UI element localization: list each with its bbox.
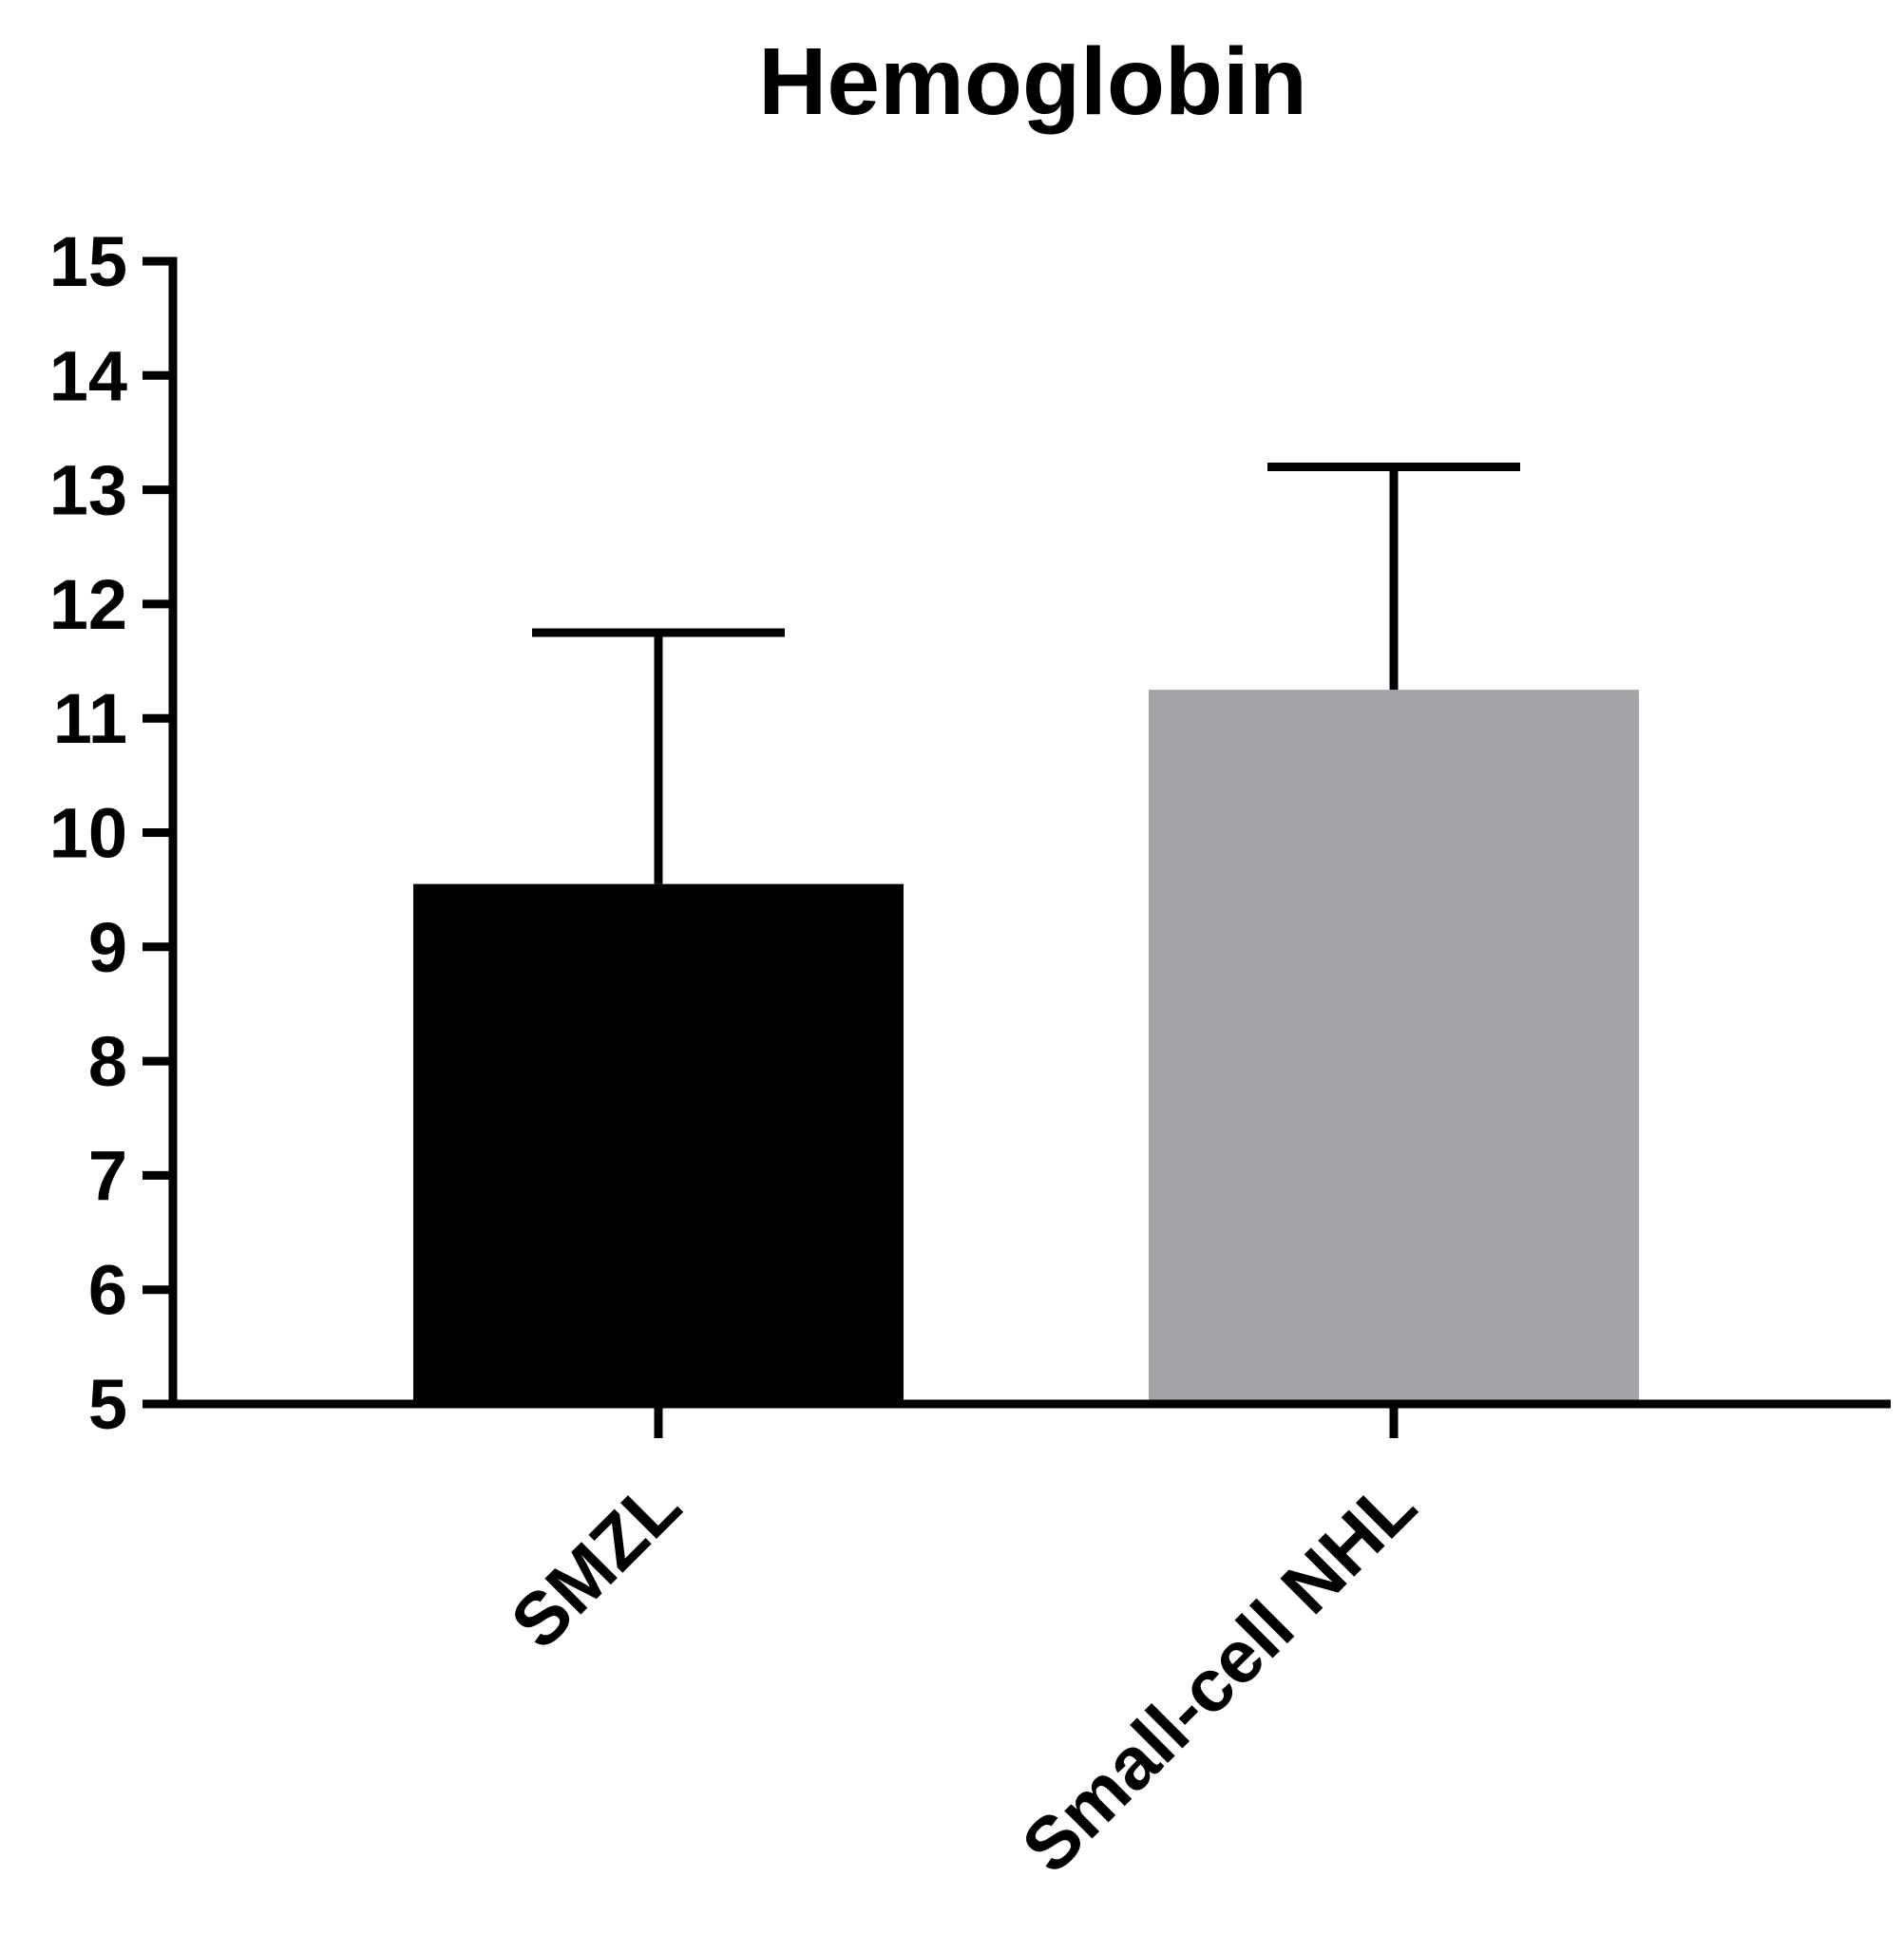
plot-area: 5 6 7 8 9 10 11 12 13 14 15 SMZL Small-cell NHL — [49, 222, 1891, 1888]
y-tick-label-6: 6 — [88, 1251, 127, 1330]
y-tick-label-9: 9 — [88, 908, 127, 987]
y-tick-label-12: 12 — [49, 565, 127, 644]
y-tick-label-8: 8 — [88, 1022, 127, 1101]
y-tick-label-15: 15 — [49, 222, 127, 301]
bar-1 — [413, 883, 904, 1404]
bar-2 — [1149, 690, 1639, 1404]
y-tick-label-10: 10 — [49, 794, 127, 873]
x-tick-label-2: Small-cell NHL — [1006, 1463, 1432, 1888]
y-tick-label-14: 14 — [49, 336, 127, 415]
y-tick-label-7: 7 — [88, 1136, 127, 1215]
y-tick-label-5: 5 — [88, 1365, 127, 1444]
y-tick-label-11: 11 — [53, 679, 127, 758]
y-tick-label-13: 13 — [49, 451, 127, 530]
chart-title: Hemoglobin — [758, 28, 1307, 135]
x-tick-label-1: SMZL — [495, 1463, 696, 1664]
